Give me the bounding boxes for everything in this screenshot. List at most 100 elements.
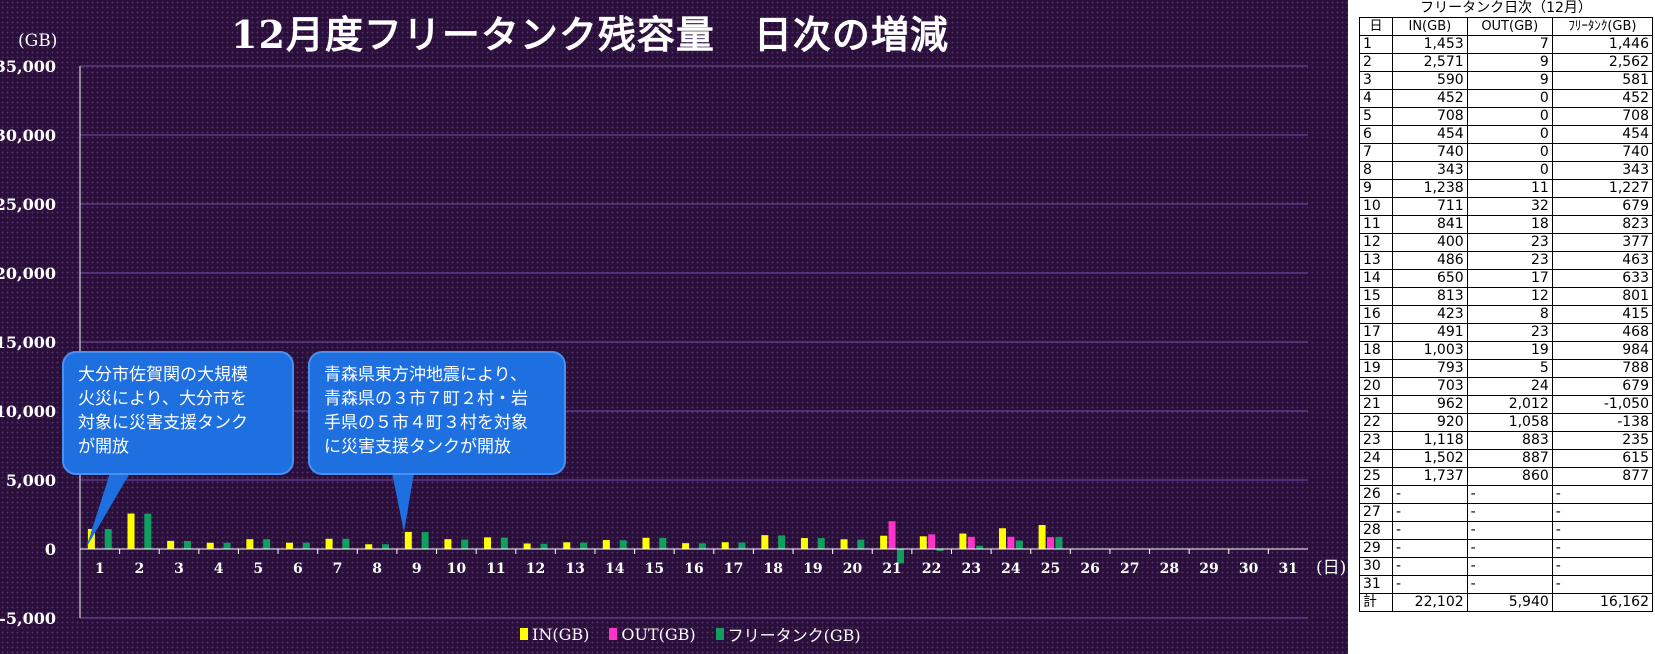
legend-swatch-in — [520, 628, 528, 640]
table-cell-in: 1,118 — [1392, 431, 1468, 450]
table-cell-free: 1,446 — [1551, 35, 1654, 54]
x-axis-unit: (日) — [1316, 558, 1346, 578]
table-row: 15 813 12 801 — [1359, 287, 1654, 306]
table-cell-in: 740 — [1392, 143, 1468, 162]
table-cell-free: 581 — [1551, 71, 1654, 90]
table-cell-day: 1 — [1359, 35, 1393, 54]
table-cell-in: 708 — [1392, 107, 1468, 126]
table-row: 28- - - — [1359, 521, 1654, 540]
table-cell-in: 491 — [1392, 323, 1468, 342]
table-cell-free: 633 — [1551, 269, 1654, 288]
bar-in — [602, 540, 610, 549]
table-cell-free: 877 — [1551, 467, 1654, 486]
bar-in — [999, 528, 1007, 549]
table-cell-day: 8 — [1359, 161, 1393, 180]
table-total-free: 16,162 — [1551, 593, 1654, 612]
y-tick-label: 35,000 — [0, 57, 56, 76]
bar-free — [619, 540, 627, 549]
table-cell-out: 19 — [1466, 341, 1553, 360]
table-cell-day: 2 — [1359, 53, 1393, 72]
bar-free — [381, 544, 389, 549]
table-row: 2 2,571 9 2,562 — [1359, 53, 1654, 72]
table-cell-in: 920 — [1392, 413, 1468, 432]
x-tick-label: 5 — [253, 561, 263, 577]
table-row: 20 703 24 679 — [1359, 377, 1654, 396]
table-cell-in: 452 — [1392, 89, 1468, 108]
table-cell-day: 28 — [1359, 521, 1393, 540]
table-cell-out: 0 — [1466, 161, 1553, 180]
table-row: 4 452 0 452 — [1359, 89, 1654, 108]
bar-in — [761, 535, 769, 549]
bar-free — [976, 545, 984, 549]
table-row: 21 962 2,012 -1,050 — [1359, 395, 1654, 414]
table-cell-in: 1,238 — [1392, 179, 1468, 198]
x-tick-label: 4 — [214, 561, 224, 577]
table-cell-day: 27 — [1359, 503, 1393, 522]
x-tick-label: 26 — [1080, 561, 1099, 577]
table-cell-free: - — [1551, 485, 1654, 504]
legend-swatch-free — [715, 628, 724, 640]
table-cell-out: 9 — [1466, 53, 1553, 72]
table-cell-in: - — [1392, 539, 1468, 558]
table-total-out: 5,940 — [1466, 593, 1553, 612]
table-cell-day: 15 — [1359, 287, 1393, 306]
daily-table-panel: フリータンク日次（12月） 日 IN(GB) OUT(GB) ﾌﾘｰﾀﾝｸ(GB… — [1359, 0, 1654, 654]
x-tick-label: 15 — [645, 561, 664, 577]
table-row: 17 491 23 468 — [1359, 323, 1654, 342]
table-cell-free: 679 — [1551, 377, 1654, 396]
bar-in — [404, 531, 412, 549]
table-cell-free: 788 — [1551, 359, 1654, 378]
table-cell-free: 823 — [1551, 215, 1654, 234]
bar-free — [223, 542, 231, 549]
table-cell-day: 7 — [1359, 143, 1393, 162]
table-row: 23 1,118 883 235 — [1359, 431, 1654, 450]
table-cell-free: - — [1551, 503, 1654, 522]
table-cell-in: 486 — [1392, 251, 1468, 270]
legend-label-in: IN(GB) — [532, 624, 590, 644]
bar-in — [1038, 525, 1046, 549]
table-header-row: 日 IN(GB) OUT(GB) ﾌﾘｰﾀﾝｸ(GB) — [1359, 17, 1654, 36]
table-total-in: 22,102 — [1392, 593, 1468, 612]
table-cell-in: 793 — [1392, 359, 1468, 378]
table-cell-in: 2,571 — [1392, 53, 1468, 72]
y-axis-unit: (GB) — [18, 31, 57, 51]
table-cell-out: 0 — [1466, 89, 1553, 108]
x-tick-label: 25 — [1041, 561, 1060, 577]
table-cell-free: 615 — [1551, 449, 1654, 468]
table-cell-out: 7 — [1466, 35, 1553, 54]
bar-free — [540, 543, 548, 549]
table-row: 22 920 1,058 -138 — [1359, 413, 1654, 432]
bar-in — [721, 542, 729, 549]
table-cell-free: 984 — [1551, 341, 1654, 360]
bar-in — [285, 542, 293, 549]
bar-free — [857, 539, 865, 549]
legend-item-out: OUT(GB) — [609, 625, 696, 644]
x-tick-label: 8 — [372, 561, 382, 577]
chart-title: 12月度フリータンク残容量 日次の増減 — [231, 12, 949, 57]
x-tick-label: 18 — [763, 561, 782, 577]
bar-free — [421, 532, 429, 549]
table-cell-free: - — [1551, 539, 1654, 558]
bar-free — [580, 542, 588, 549]
table-cell-free: 454 — [1551, 125, 1654, 144]
table-cell-day: 12 — [1359, 233, 1393, 252]
x-tick-label: 27 — [1120, 561, 1139, 577]
table-cell-in: 711 — [1392, 197, 1468, 216]
chart-panel: 12月度フリータンク残容量 日次の増減 -5,000 0 5,000 10,000 15… — [0, 0, 1348, 654]
y-tick-label: 25,000 — [0, 195, 56, 214]
table-cell-free: 415 — [1551, 305, 1654, 324]
table-cell-out: 11 — [1466, 179, 1553, 198]
bar-in — [365, 544, 373, 549]
x-tick-label: 24 — [1001, 561, 1021, 577]
bar-out — [1007, 536, 1015, 549]
bar-free — [263, 539, 271, 549]
table-row: 29- - - — [1359, 539, 1654, 558]
y-tick-label: 20,000 — [0, 264, 56, 283]
bar-in — [87, 528, 95, 549]
table-cell-out: 32 — [1466, 197, 1553, 216]
table-cell-in: 650 — [1392, 269, 1468, 288]
bar-in — [444, 539, 452, 549]
x-tick-label: 7 — [333, 561, 343, 577]
x-tick-label: 11 — [486, 561, 505, 577]
x-tick-label: 1 — [95, 561, 105, 577]
